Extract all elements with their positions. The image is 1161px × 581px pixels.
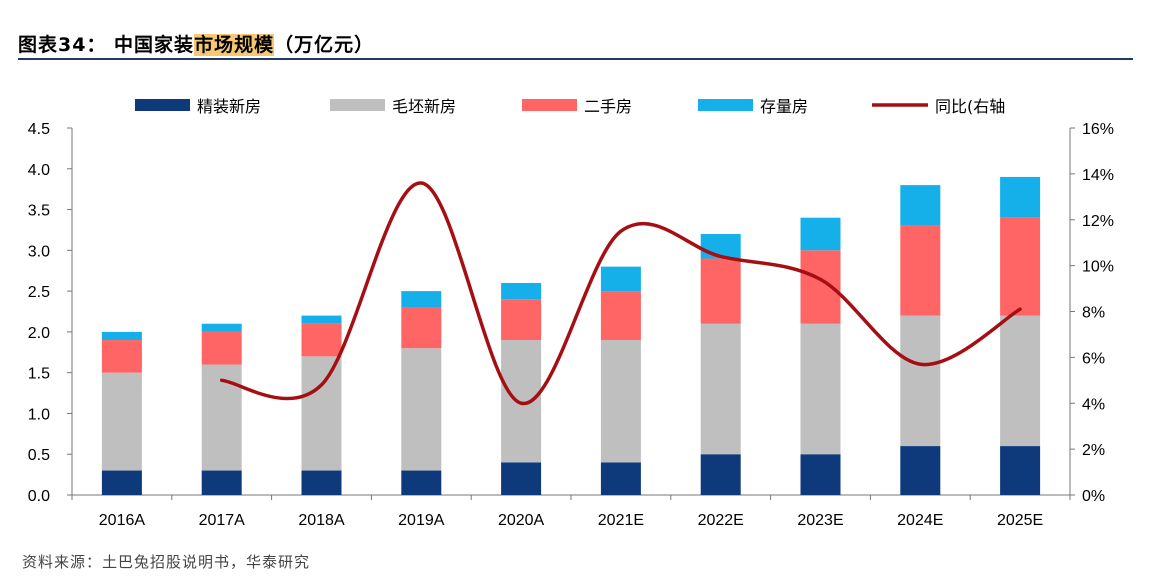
title-rule: [18, 58, 1133, 60]
bar-segment: [401, 348, 442, 471]
bar-segment: [501, 299, 542, 341]
bar-segment: [401, 291, 442, 308]
x-tick-label: 2019A: [398, 512, 445, 529]
y-left-tick-label: 0.0: [28, 488, 50, 505]
y-right-tick-label: 6%: [1082, 350, 1105, 367]
x-tick-label: 2018A: [298, 512, 345, 529]
bar-segment: [1000, 217, 1041, 316]
bar-segment: [1000, 176, 1041, 218]
y-left-tick-label: 2.5: [28, 284, 50, 301]
x-tick-label: 2024E: [897, 512, 943, 529]
bar-segment: [101, 470, 142, 495]
source-note: 资料来源：土巴兔招股说明书，华泰研究: [22, 553, 311, 571]
title-prefix: 图表34： 中国家装: [18, 34, 195, 56]
y-left-tick-label: 1.0: [28, 406, 50, 423]
bar-segment: [800, 217, 841, 251]
x-tick-label: 2016A: [99, 512, 146, 529]
bar-segment: [201, 331, 242, 365]
legend-label: 精装新房: [197, 97, 261, 116]
legend-swatch: [522, 99, 577, 111]
x-tick-label: 2017A: [199, 512, 246, 529]
y-left-tick-label: 3.0: [28, 243, 50, 260]
title-highlight: 市场规模: [194, 34, 275, 56]
y-right-tick-label: 10%: [1082, 259, 1114, 276]
bar-segment: [201, 470, 242, 495]
bar-segment: [900, 446, 941, 495]
y-right-tick-label: 16%: [1082, 121, 1114, 138]
x-tick-label: 2025E: [997, 512, 1043, 529]
y-right-tick-label: 0%: [1082, 488, 1105, 505]
legend-label: 毛坯新房: [392, 97, 456, 116]
y-right-tick-label: 8%: [1082, 305, 1105, 322]
legend-swatch: [330, 99, 385, 111]
y-left-tick-label: 3.5: [28, 203, 50, 220]
bar-segment: [301, 356, 342, 471]
bar-segment: [900, 185, 941, 226]
bar-segment: [800, 323, 841, 455]
bar-segment: [101, 340, 142, 373]
bar-segment: [301, 323, 342, 357]
bar-segment: [401, 470, 442, 495]
y-left-tick-label: 4.5: [28, 121, 50, 138]
bar-segment: [600, 462, 641, 495]
bar-segment: [301, 470, 342, 495]
yoy-growth-line: [219, 181, 1022, 406]
bar-segment: [600, 291, 641, 341]
bar-segment: [1000, 315, 1041, 447]
x-tick-label: 2020A: [498, 512, 545, 529]
bar-segment: [501, 340, 542, 463]
y-left-tick-label: 4.0: [28, 162, 50, 179]
bar-segment: [900, 315, 941, 447]
bar-segment: [700, 258, 741, 324]
y-right-tick-label: 12%: [1082, 213, 1114, 230]
bar-segment: [600, 340, 641, 463]
chart-title-bar: 图表34： 中国家装市场规模（万亿元）: [18, 28, 1133, 62]
bar-segment: [101, 372, 142, 471]
y-right-tick-label: 14%: [1082, 167, 1114, 184]
bar-segment: [1000, 446, 1041, 495]
y-left-tick-label: 1.5: [28, 366, 50, 383]
bar-segment: [101, 331, 142, 341]
bar-segment: [600, 266, 641, 292]
legend-label: 存量房: [760, 97, 808, 116]
bar-segment: [201, 323, 242, 332]
bar-segment: [700, 323, 741, 455]
x-tick-label: 2023E: [797, 512, 843, 529]
legend-swatch: [698, 99, 753, 111]
x-tick-label: 2022E: [698, 512, 744, 529]
y-right-tick-label: 4%: [1082, 396, 1105, 413]
y-left-tick-label: 2.0: [28, 325, 50, 342]
legend-swatch: [135, 99, 190, 111]
bar-segment: [700, 454, 741, 495]
bar-segment: [900, 225, 941, 316]
x-tick-label: 2021E: [598, 512, 644, 529]
bar-segment: [800, 454, 841, 495]
bar-segment: [501, 462, 542, 495]
chart-title: 图表34： 中国家装市场规模（万亿元）: [18, 30, 374, 57]
legend-label: 二手房: [584, 97, 632, 116]
bar-segment: [700, 234, 741, 259]
bar-segment: [201, 364, 242, 471]
legend-label: 同比(右轴: [935, 97, 1005, 116]
y-right-tick-label: 2%: [1082, 442, 1105, 459]
title-suffix: （万亿元）: [274, 34, 375, 56]
bar-segment: [501, 282, 542, 300]
y-left-tick-label: 0.5: [28, 447, 50, 464]
bar-segment: [301, 315, 342, 324]
bar-segment: [401, 307, 442, 349]
